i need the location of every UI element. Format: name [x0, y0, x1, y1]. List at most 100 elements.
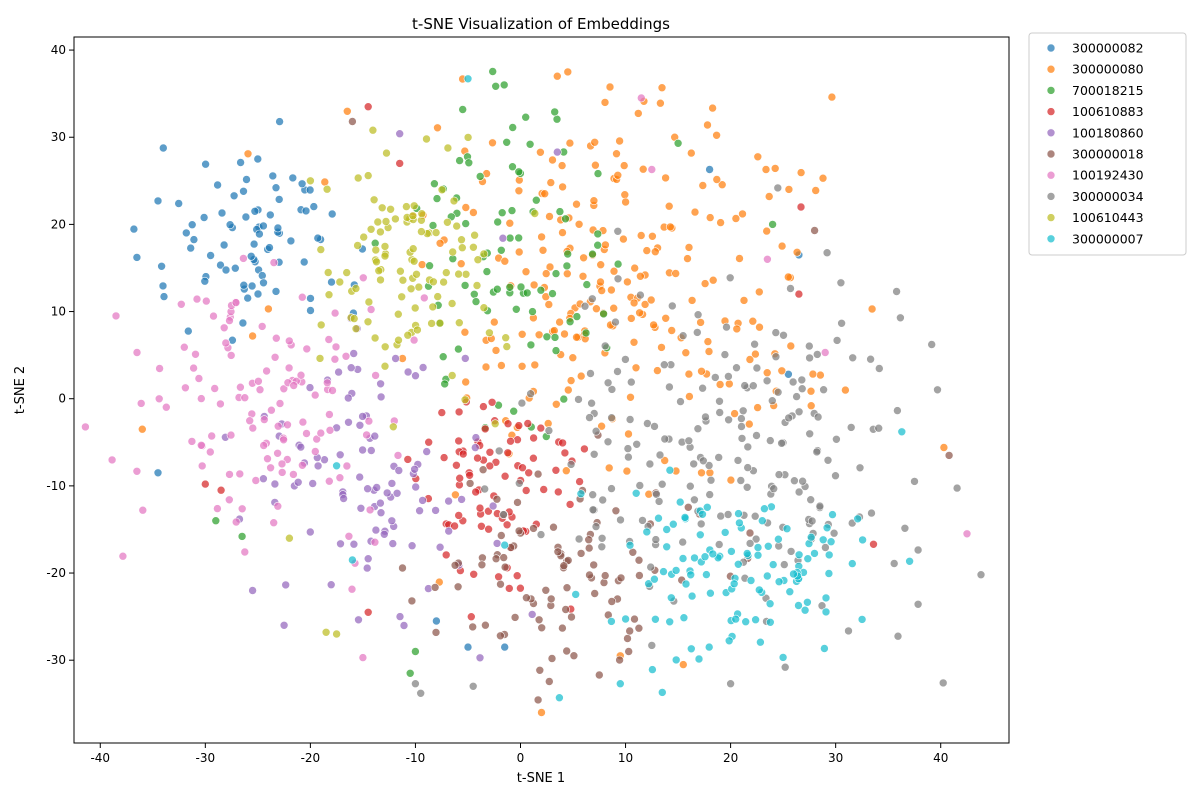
data-point	[514, 247, 524, 257]
data-point	[306, 294, 315, 303]
data-point	[270, 479, 280, 489]
data-point	[359, 232, 369, 242]
legend-label: 100610883	[1072, 104, 1144, 119]
data-point	[522, 288, 532, 298]
data-point	[855, 463, 865, 473]
data-point	[762, 571, 772, 581]
data-point	[159, 292, 169, 301]
y-tick-label: 40	[51, 43, 66, 57]
data-point	[441, 268, 451, 277]
data-point	[491, 346, 501, 355]
data-point	[636, 93, 646, 103]
data-point	[439, 277, 448, 287]
data-point	[708, 103, 717, 113]
data-point	[411, 647, 420, 656]
data-point	[816, 370, 825, 380]
x-tick-label: -40	[90, 751, 110, 765]
data-point	[665, 617, 675, 627]
data-point	[552, 114, 562, 124]
data-point	[712, 131, 721, 140]
data-point	[259, 221, 268, 231]
data-point	[417, 260, 427, 269]
data-point	[700, 552, 710, 562]
data-point	[299, 257, 309, 267]
data-point	[657, 688, 667, 697]
data-point	[686, 148, 696, 158]
data-point	[456, 259, 466, 269]
data-point	[308, 479, 318, 488]
data-point	[634, 623, 644, 633]
data-point	[407, 596, 417, 606]
data-point	[701, 412, 710, 422]
data-point	[187, 437, 197, 446]
x-axis-ticks: -40 -30 -20 -10 0 10 20 30 40	[90, 743, 948, 765]
data-point	[589, 560, 599, 570]
data-point	[364, 416, 374, 426]
data-point	[430, 583, 440, 592]
data-point	[686, 644, 696, 654]
data-point	[782, 524, 792, 534]
data-point	[346, 363, 356, 373]
data-point	[704, 461, 714, 470]
data-point	[399, 621, 409, 630]
data-point	[540, 189, 550, 198]
data-point	[857, 615, 867, 624]
data-point	[455, 473, 465, 483]
data-point	[414, 282, 424, 292]
data-point	[438, 352, 448, 362]
data-point	[259, 441, 269, 450]
data-point	[561, 466, 571, 476]
data-point	[496, 579, 505, 589]
data-point	[231, 298, 241, 307]
data-point	[693, 424, 703, 434]
data-point	[236, 158, 245, 167]
data-point	[259, 415, 269, 424]
data-point	[836, 278, 846, 288]
data-point	[541, 585, 551, 595]
data-point	[733, 456, 743, 465]
data-point	[403, 330, 413, 340]
data-point	[454, 407, 464, 417]
data-point	[808, 369, 818, 379]
data-point	[553, 547, 563, 557]
data-point	[576, 371, 586, 381]
data-point	[257, 322, 267, 331]
data-point	[463, 133, 473, 142]
data-point	[460, 354, 470, 363]
data-point	[492, 284, 502, 294]
data-point	[598, 495, 608, 505]
data-point	[480, 484, 490, 494]
data-point	[657, 479, 667, 489]
data-point	[651, 614, 660, 624]
data-point	[342, 461, 352, 471]
data-point	[574, 220, 584, 229]
data-point	[650, 574, 659, 584]
data-point	[298, 460, 307, 470]
data-point	[516, 583, 525, 593]
legend-marker	[1046, 86, 1056, 95]
data-point	[521, 267, 531, 277]
data-point	[630, 263, 640, 273]
data-point	[784, 185, 794, 194]
data-point	[475, 653, 485, 663]
data-point	[469, 208, 478, 217]
data-point	[132, 253, 142, 262]
data-point	[687, 591, 697, 601]
data-point	[267, 405, 276, 415]
data-point	[558, 182, 567, 192]
data-point	[600, 341, 610, 351]
data-point	[589, 196, 599, 205]
data-point	[697, 468, 706, 478]
data-point	[487, 397, 497, 407]
data-point	[246, 251, 256, 261]
data-point	[626, 314, 636, 323]
data-point	[750, 511, 760, 521]
data-point	[771, 328, 781, 337]
data-point	[796, 202, 806, 212]
data-point	[315, 354, 325, 363]
data-point	[668, 519, 678, 529]
data-point	[498, 233, 508, 243]
data-point	[773, 183, 783, 193]
data-point	[569, 651, 579, 661]
data-point	[661, 173, 670, 183]
